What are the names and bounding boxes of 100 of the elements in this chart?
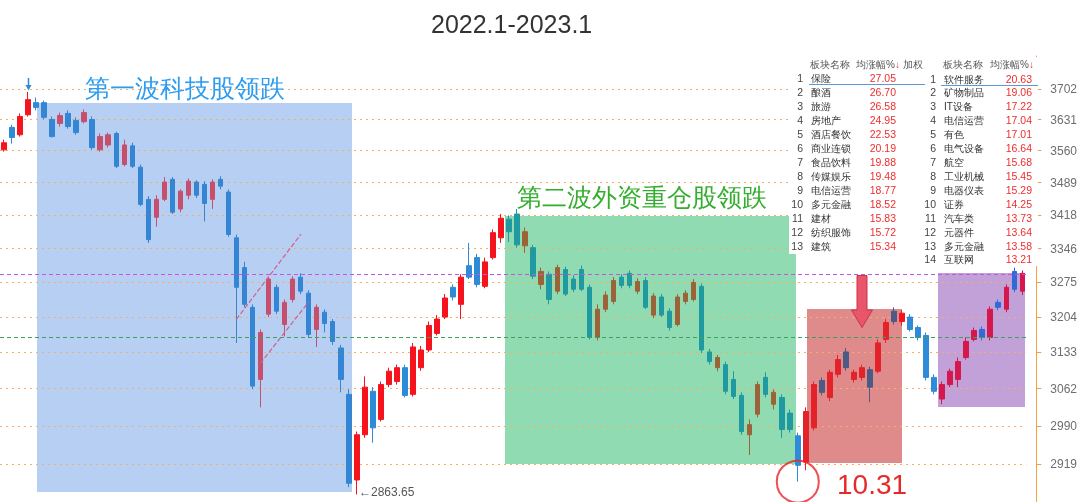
- candlestick: [675, 293, 680, 327]
- candlestick: [795, 432, 801, 483]
- text: 4 电信运营 17.04: [930, 114, 1032, 127]
- candlestick: [81, 109, 87, 124]
- candlestick: [691, 278, 696, 302]
- candlestick: [899, 309, 905, 326]
- annotation: 第二波外资重仓股领跌: [517, 183, 767, 211]
- candlestick: [65, 109, 71, 130]
- candlestick: [410, 342, 416, 397]
- candlestick: [466, 242, 472, 280]
- annotation: 第一波科技股领跌: [85, 74, 285, 102]
- candlestick: [627, 269, 632, 289]
- y-tick-label: 3631: [1050, 112, 1078, 127]
- annotation: ←2863.65: [359, 485, 415, 499]
- candlestick: [1020, 269, 1025, 296]
- candlestick: [667, 307, 672, 331]
- y-tick-label: 3062: [1050, 381, 1078, 396]
- candlestick: [811, 380, 817, 431]
- candlestick: [218, 175, 223, 190]
- candlestick: [995, 298, 1001, 311]
- candlestick: [314, 303, 319, 348]
- text: 13 建筑 15.34: [791, 239, 896, 252]
- candlestick: [97, 132, 103, 153]
- candlestick: [258, 328, 263, 408]
- candlestick: [226, 188, 231, 238]
- candlestick: [571, 274, 576, 293]
- candlestick: [322, 308, 327, 333]
- text: 11 建材 15.83: [792, 211, 896, 224]
- candlestick: [971, 326, 977, 342]
- candlestick: [386, 367, 392, 388]
- candlestick: [330, 318, 335, 346]
- candlestick: [282, 298, 287, 337]
- candlestick: [458, 273, 464, 320]
- candlestick: [843, 347, 849, 372]
- candlestick: [963, 336, 969, 361]
- candlestick: [979, 325, 985, 341]
- candlestick: [779, 393, 785, 439]
- candlestick: [266, 276, 271, 318]
- text: 6 电气设备 16.64: [930, 142, 1032, 155]
- candlestick: [619, 273, 624, 289]
- candlestick: [154, 194, 159, 228]
- y-tick-label: 3560: [1050, 143, 1078, 158]
- chart-title: 2022.1-2023.1: [431, 9, 593, 38]
- y-tick-label: 3346: [1050, 241, 1078, 256]
- text: 4 房地产 24.95: [797, 113, 896, 126]
- candlestick: [643, 276, 648, 310]
- candlestick: [555, 264, 560, 295]
- candlestick: [130, 142, 135, 169]
- text: 12 纺织服饰 15.72: [791, 225, 896, 238]
- text: 14 互联网 13.21: [924, 253, 1032, 266]
- candlestick: [290, 275, 295, 303]
- candlestick: [875, 338, 881, 374]
- candlestick: [378, 380, 384, 423]
- text: 10 证券 14.25: [924, 197, 1032, 210]
- candlestick: [178, 188, 183, 213]
- candlestick: [787, 408, 793, 434]
- candlestick: [651, 292, 656, 319]
- text: 5 酒店餐饮 22.53: [797, 127, 896, 140]
- candlestick: [883, 318, 889, 344]
- candlestick: [25, 91, 31, 117]
- candlestick: [683, 289, 688, 305]
- candlestick: [490, 228, 496, 260]
- candlestick: [723, 361, 728, 395]
- candlestick: [771, 388, 776, 410]
- candlestick: [707, 348, 712, 366]
- candlestick: [250, 303, 255, 390]
- text: 8 工业机械 15.45: [930, 169, 1032, 182]
- candlestick: [122, 139, 127, 167]
- candlestick: [931, 373, 937, 395]
- candlestick: [89, 115, 95, 151]
- text: 7 航空 15.68: [930, 156, 1032, 169]
- candlestick: [442, 293, 448, 320]
- text: 11 汽车类 13.73: [925, 211, 1032, 224]
- candlestick: [947, 368, 953, 388]
- candlestick: [362, 375, 368, 439]
- candlestick: [242, 261, 247, 308]
- text: 6 商业连锁 20.19: [797, 141, 896, 154]
- candlestick: [194, 179, 199, 199]
- candlestick: [346, 388, 352, 488]
- candlestick: [739, 391, 744, 436]
- y-tick-label: 3418: [1050, 207, 1078, 222]
- text: 3 旅游 26.58: [797, 99, 896, 112]
- candlestick: [498, 213, 504, 244]
- candlestick: [202, 180, 207, 222]
- candlestick: [274, 283, 279, 315]
- candlestick: [1012, 267, 1017, 293]
- text: 10 多元金融 18.52: [791, 197, 896, 210]
- y-tick-label: 3204: [1050, 310, 1078, 325]
- candlestick: [73, 116, 79, 136]
- text: 5 有色 17.01: [930, 128, 1032, 141]
- annotation: 加权: [903, 57, 923, 71]
- candlestick: [474, 253, 480, 288]
- candlestick: [146, 195, 151, 244]
- candlestick: [370, 386, 376, 444]
- candlestick: [538, 267, 544, 290]
- y-tick-label: 3275: [1050, 275, 1078, 290]
- annotation: 板块名称: [943, 57, 983, 71]
- candlestick: [138, 164, 143, 207]
- text: 1 软件服务 20.63: [930, 72, 1032, 85]
- candlestick: [1004, 283, 1009, 313]
